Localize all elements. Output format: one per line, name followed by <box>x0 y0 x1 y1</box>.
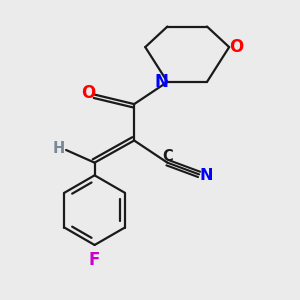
Text: N: N <box>155 73 169 91</box>
Text: O: O <box>81 84 95 102</box>
Text: O: O <box>229 38 243 56</box>
Text: F: F <box>89 251 100 269</box>
Text: H: H <box>53 141 65 156</box>
Text: N: N <box>199 169 213 184</box>
Text: C: C <box>163 149 173 164</box>
